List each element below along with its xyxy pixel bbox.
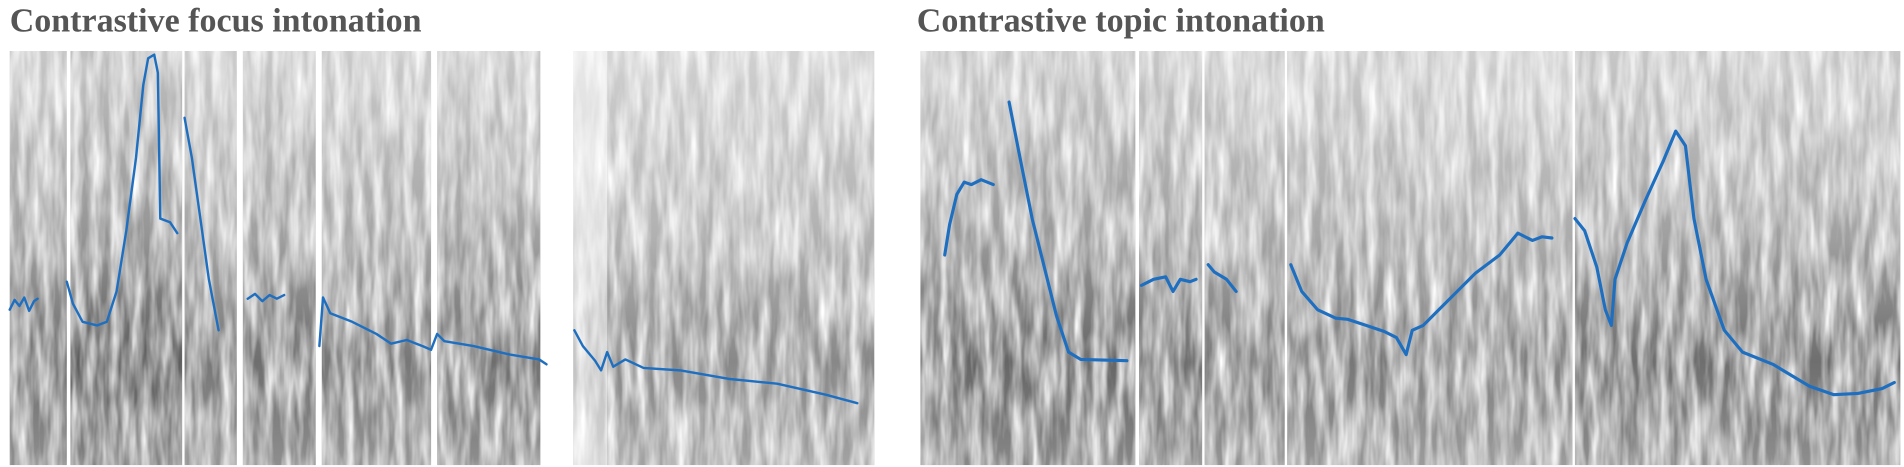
pitch-contour (318, 296, 548, 366)
spectrogram-texture (1139, 51, 1203, 466)
spectrogram-texture (9, 51, 67, 466)
panels: Contrastive focus intonation Contrastive… (8, 3, 1901, 466)
spectrogram-texture (1574, 51, 1901, 466)
pitch-contour (1573, 129, 1896, 397)
pitch-contour (246, 292, 286, 303)
spectrograms (9, 51, 1901, 466)
pitch-contour (943, 178, 995, 257)
pitch-contour (573, 329, 859, 405)
pitch-contour (8, 296, 39, 313)
spectrogram-texture (573, 51, 608, 466)
pitch-contour (65, 53, 179, 327)
panel-title: Contrastive topic intonation (917, 3, 1325, 40)
spectrogram-texture (1408, 51, 1573, 466)
spectrogram-texture (321, 51, 432, 466)
pitch-contour (1206, 263, 1238, 294)
spectrogram-texture (1204, 51, 1285, 466)
spectrogram-texture (437, 51, 541, 466)
spectrogram-texture (920, 51, 1136, 466)
spectrogram-texture (184, 51, 237, 466)
spectrogram-texture (1287, 51, 1409, 466)
panel-title: Contrastive focus intonation (10, 3, 422, 40)
pitch-contour (1007, 100, 1129, 363)
pitch-contour (1139, 275, 1198, 294)
pitch-contour (1289, 231, 1554, 357)
spectrogram-texture (242, 51, 316, 466)
pitch-contours (8, 53, 1896, 405)
pitch-contour (183, 116, 220, 332)
spectrogram-texture (70, 51, 183, 466)
spectrogram-texture (607, 51, 875, 466)
